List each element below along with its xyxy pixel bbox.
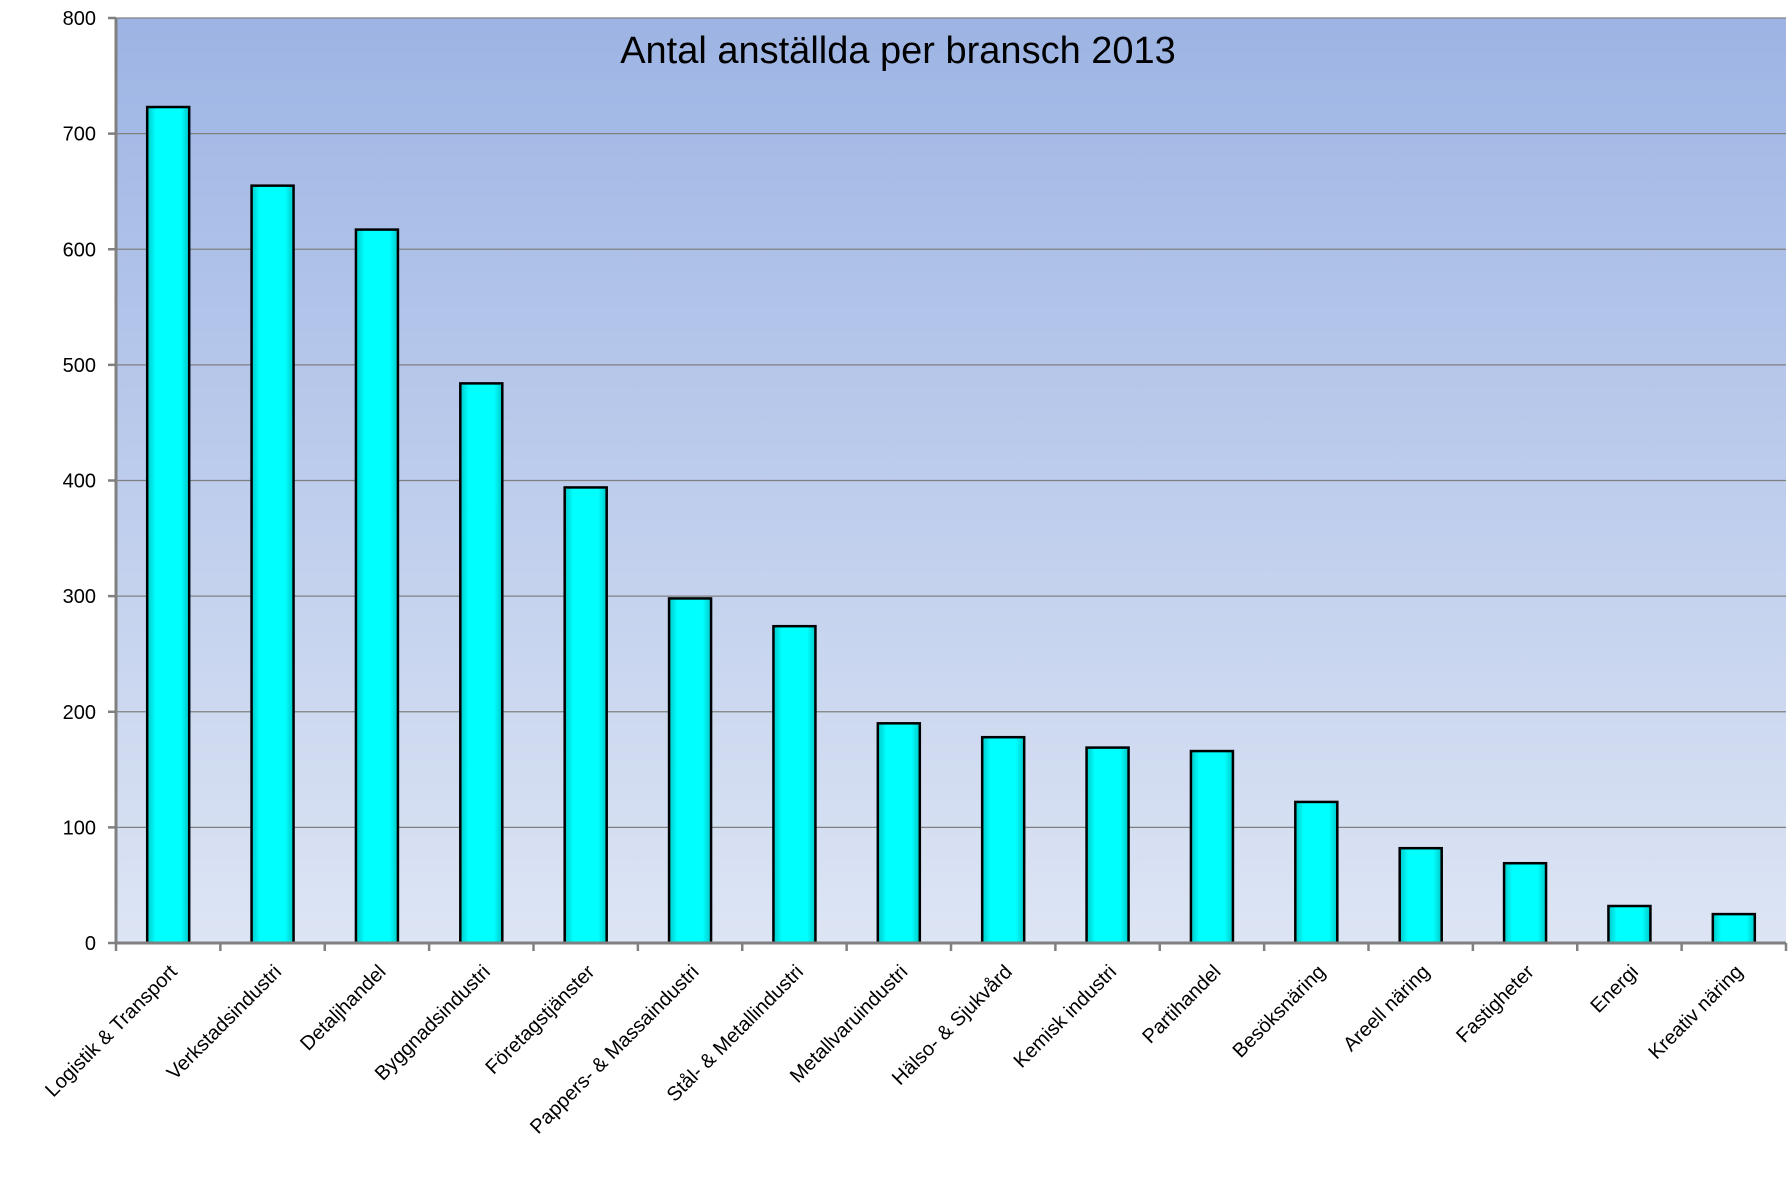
x-category-label: Logistik & Transport [41, 961, 182, 1102]
bar [563, 486, 608, 945]
y-tick-label: 700 [63, 124, 96, 146]
bar [876, 722, 922, 945]
bar [1502, 861, 1548, 945]
y-tick-label: 200 [63, 702, 96, 724]
y-tick-label: 500 [63, 355, 96, 377]
x-category-label: Kreativ näring [1645, 961, 1748, 1064]
bar [1398, 846, 1443, 945]
bar [459, 382, 504, 945]
y-tick-label: 300 [63, 586, 96, 608]
bar [667, 597, 713, 945]
y-tick-label: 400 [63, 471, 96, 493]
x-category-label: Fastigheter [1452, 961, 1539, 1048]
y-ticks: 0 100 200 300 400 500 600 700 800 [63, 8, 116, 955]
x-category-label: Areell näring [1339, 961, 1434, 1056]
bars [145, 105, 1757, 945]
x-category-label: Pappers- & Massaindustri [526, 961, 703, 1138]
x-category-label: Energi [1587, 961, 1643, 1017]
x-category-label: Byggnadsindustri [371, 961, 495, 1085]
x-category-label: Kemisk industri [1010, 961, 1121, 1072]
bar [980, 735, 1026, 945]
bar [354, 228, 400, 945]
y-tick-label: 100 [63, 817, 96, 839]
y-tick-label: 800 [63, 8, 96, 30]
y-tick-label: 600 [63, 239, 96, 261]
bar [772, 624, 817, 945]
bar [250, 184, 295, 945]
bar [1085, 746, 1130, 945]
bar [1711, 912, 1757, 945]
bar [145, 105, 191, 945]
x-category-label: Företagstjänster [481, 961, 599, 1079]
x-category-label: Verkstadsindustri [163, 961, 286, 1084]
y-tick-label: 0 [85, 933, 96, 955]
chart-title: Antal anställda per bransch 2013 [620, 30, 1176, 72]
x-category-label: Detaljhandel [296, 961, 390, 1055]
bar [1607, 904, 1652, 945]
bar [1189, 749, 1235, 945]
x-category-label: Partihandel [1138, 961, 1225, 1048]
x-ticks [114, 943, 1788, 951]
x-category-label: Besöksnäring [1229, 961, 1330, 1062]
bar [1294, 800, 1339, 945]
